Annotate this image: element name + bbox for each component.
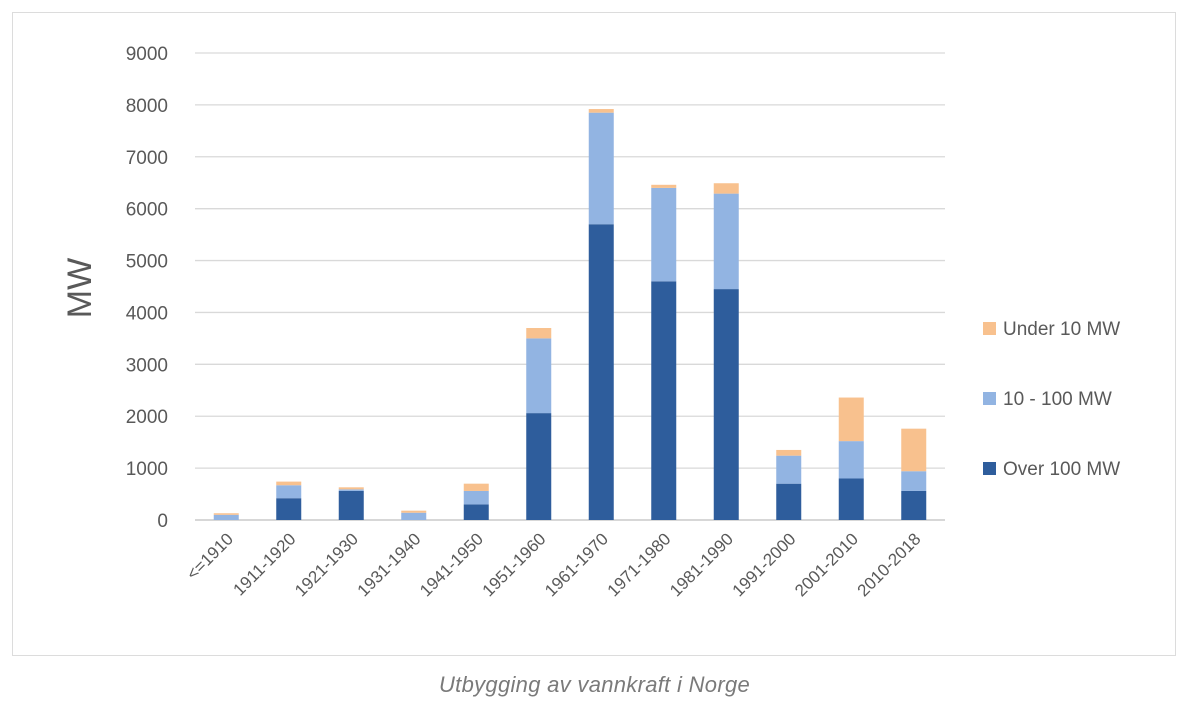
bar-segment: [713, 289, 739, 520]
bar-segment: [651, 184, 677, 188]
x-tick-label: <=1910: [183, 529, 237, 583]
x-tick-label: 1981-1990: [666, 529, 737, 600]
y-axis-ticks: 0 1000 2000 3000 4000 5000 6000 7000 8000 9000: [126, 44, 168, 532]
x-tick-label: 1961-1970: [541, 529, 612, 600]
stacked-bar-chart: 0 1000 2000 3000 4000 5000 6000 7000 8000 9000 <=…: [61, 44, 1120, 600]
bars: [213, 109, 927, 520]
y-axis-label: MW: [61, 258, 99, 318]
bar-segment: [588, 109, 614, 113]
bar-segment: [276, 481, 302, 486]
y-tick-label: 8000: [126, 96, 168, 117]
legend-swatch: [983, 462, 996, 475]
x-axis-ticks: <=19101911-19201921-19301931-19401941-19…: [183, 529, 925, 600]
legend-swatch: [983, 392, 996, 405]
bar-segment: [713, 193, 739, 290]
y-tick-label: 5000: [126, 252, 168, 273]
y-tick-label: 7000: [126, 148, 168, 169]
bar-segment: [276, 498, 302, 520]
x-tick-label: 1951-1960: [479, 529, 550, 600]
y-tick-label: 4000: [126, 303, 168, 324]
bar-segment: [588, 224, 614, 520]
chart-frame: 0 1000 2000 3000 4000 5000 6000 7000 8000 9000 <=…: [12, 12, 1176, 656]
x-tick-label: 1971-1980: [604, 529, 675, 600]
bar-segment: [651, 187, 677, 282]
y-tick-label: 2000: [126, 407, 168, 428]
bar-segment: [526, 413, 552, 520]
y-tick-label: 1000: [126, 459, 168, 480]
bar-segment: [838, 397, 864, 442]
y-tick-label: 6000: [126, 200, 168, 221]
bar-segment: [338, 487, 364, 490]
bar-segment: [901, 471, 927, 491]
bar-segment: [713, 183, 739, 194]
x-tick-label: 2001-2010: [791, 529, 862, 600]
legend-label: 10 - 100 MW: [1003, 389, 1112, 410]
bar-segment: [776, 483, 802, 520]
y-tick-label: 3000: [126, 355, 168, 376]
bar-segment: [588, 112, 614, 225]
bar-segment: [651, 281, 677, 520]
bar-segment: [401, 510, 427, 513]
bar-segment: [463, 504, 489, 520]
bar-segment: [213, 513, 239, 515]
bar-segment: [463, 490, 489, 505]
bar-segment: [776, 449, 802, 456]
bar-segment: [838, 441, 864, 479]
bar-segment: [901, 490, 927, 520]
bar-segment: [276, 485, 302, 499]
bar-segment: [838, 478, 864, 520]
legend-label: Over 100 MW: [1003, 459, 1120, 480]
bar-segment: [776, 455, 802, 484]
bar-segment: [401, 512, 427, 520]
x-tick-label: 1911-1920: [230, 529, 300, 599]
x-tick-label: 1941-1950: [416, 529, 487, 600]
x-tick-label: 1991-2000: [729, 529, 800, 600]
bar-segment: [338, 489, 364, 491]
figure-caption: Utbygging av vannkraft i Norge: [438, 672, 751, 697]
gridlines: [195, 52, 945, 521]
bar-segment: [526, 328, 552, 339]
x-tick-label: 1931-1940: [354, 529, 425, 600]
x-tick-label: 2010-2018: [854, 529, 925, 600]
legend: Under 10 MW 10 - 100 MW Over 100 MW: [983, 319, 1120, 480]
bar-segment: [338, 490, 364, 520]
bar-segment: [213, 514, 239, 520]
y-tick-label: 0: [157, 511, 168, 532]
legend-swatch: [983, 322, 996, 335]
legend-label: Under 10 MW: [1003, 319, 1120, 340]
y-tick-label: 9000: [126, 44, 168, 65]
bar-segment: [901, 428, 927, 472]
bar-segment: [463, 483, 489, 491]
x-tick-label: 1921-1930: [291, 529, 362, 600]
bar-segment: [526, 338, 552, 414]
